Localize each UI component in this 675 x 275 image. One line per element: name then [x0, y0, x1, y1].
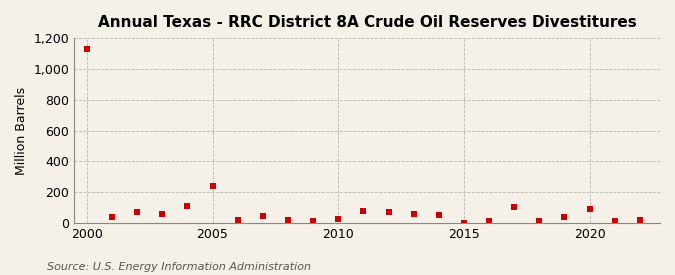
- Text: Source: U.S. Energy Information Administration: Source: U.S. Energy Information Administ…: [47, 262, 311, 272]
- Y-axis label: Million Barrels: Million Barrels: [15, 86, 28, 175]
- Title: Annual Texas - RRC District 8A Crude Oil Reserves Divestitures: Annual Texas - RRC District 8A Crude Oil…: [98, 15, 637, 30]
